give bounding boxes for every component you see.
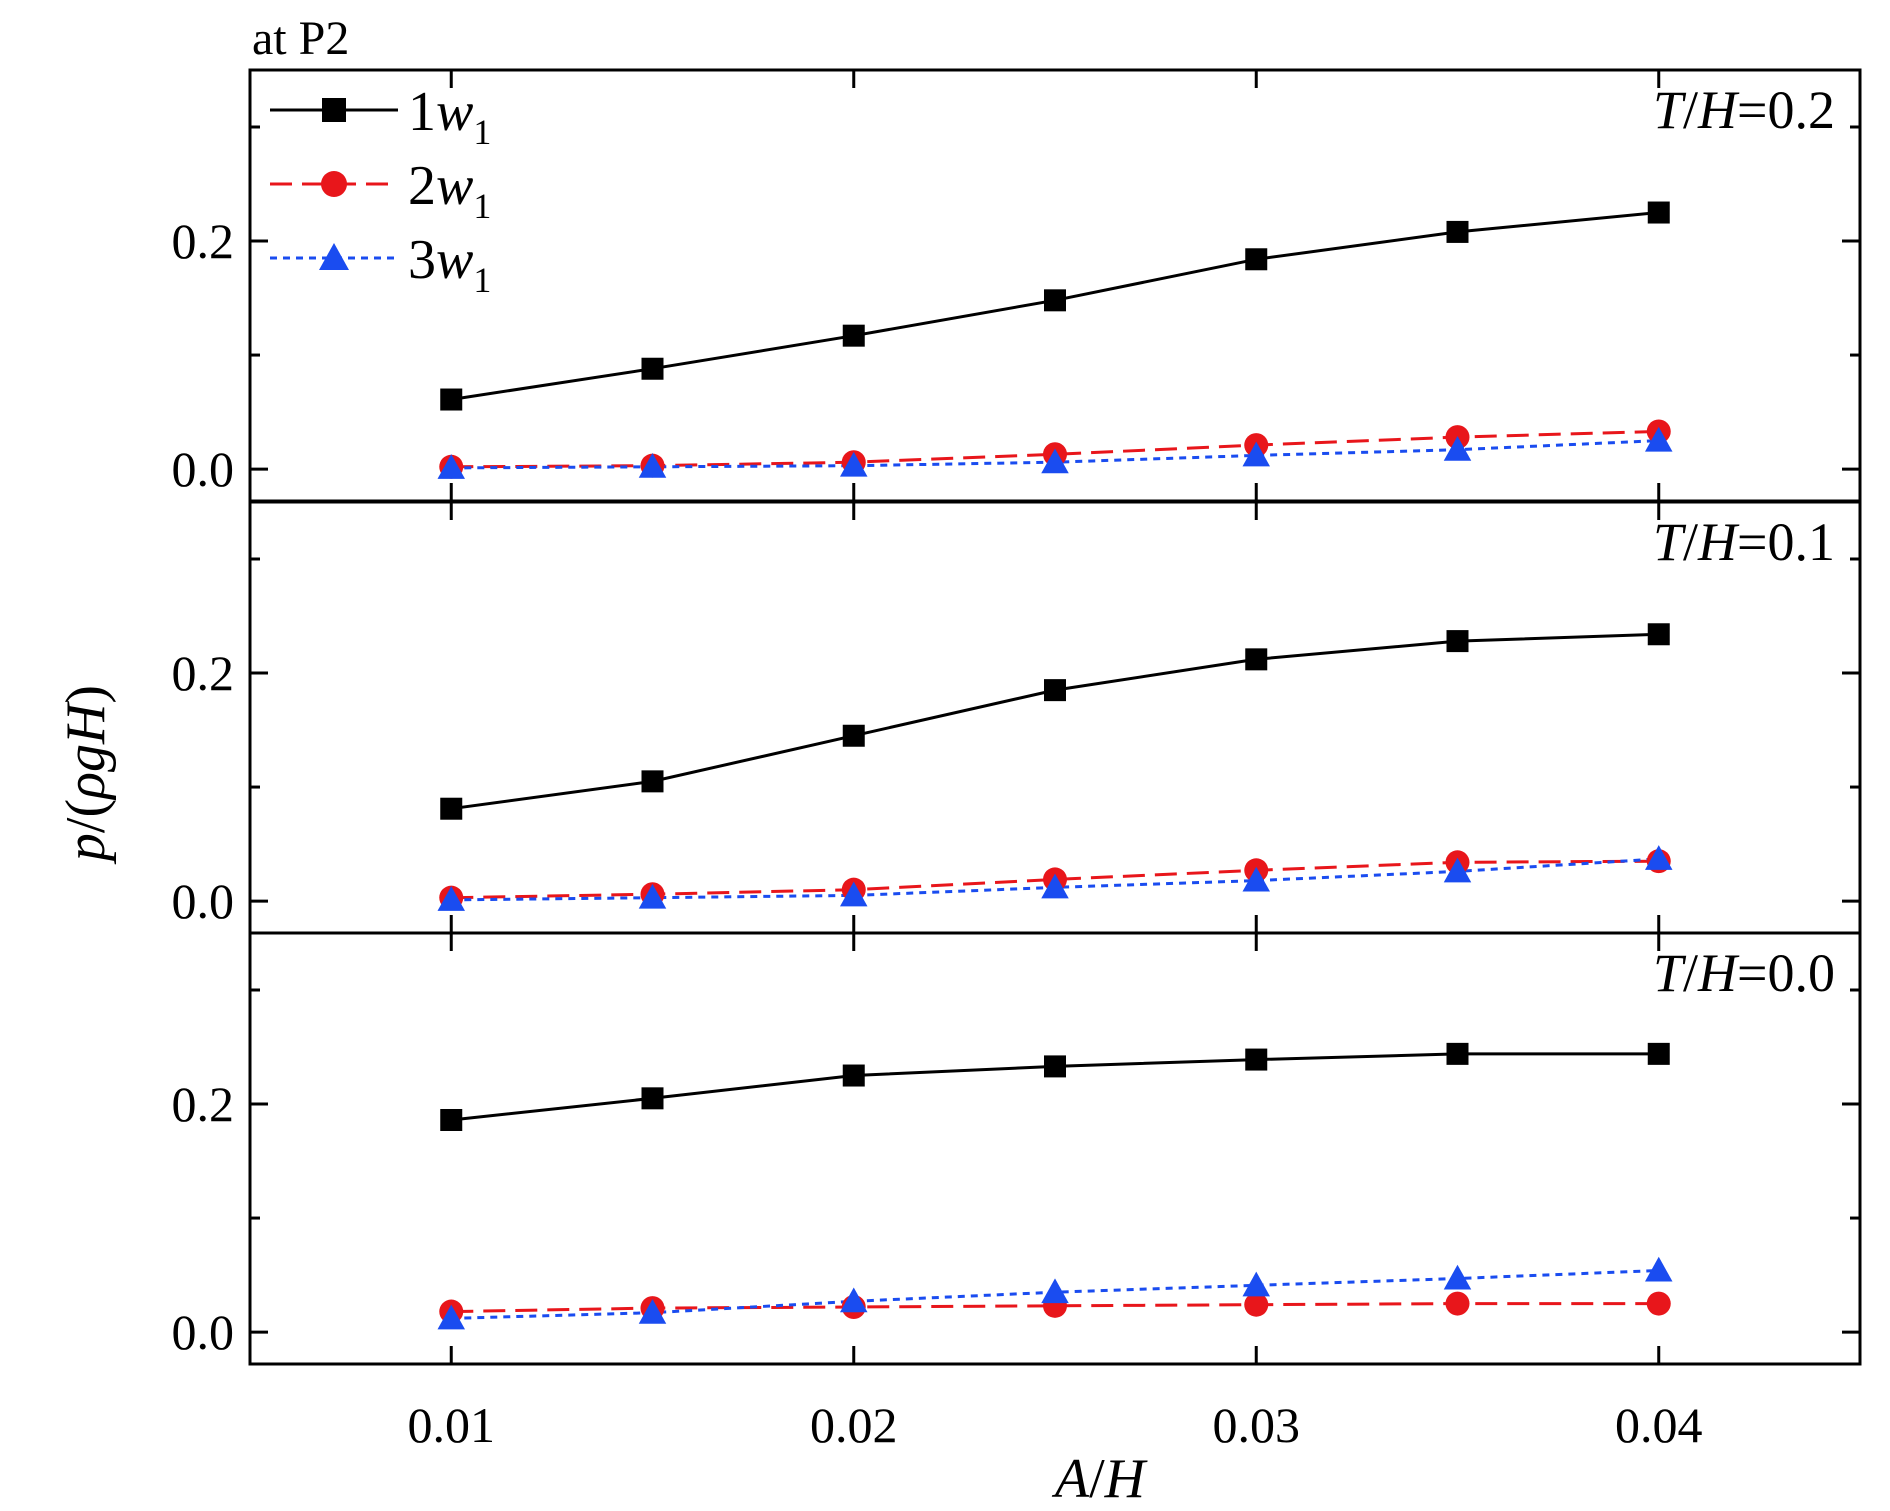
data-point [1244, 1292, 1269, 1317]
legend-label: 2w1 [408, 155, 491, 226]
data-point [440, 1108, 463, 1131]
data-point [1041, 873, 1069, 899]
legend-marker [322, 98, 346, 122]
y-tick-label: 0.0 [172, 441, 235, 497]
legend-marker [321, 171, 347, 197]
panel-1: 0.0 0.2 T/H=0.2 [172, 68, 1862, 503]
panels: 0.00.2T/H=0.20.00.2T/H=0.10.00.2T/H=0.00… [172, 68, 1862, 1453]
data-point [840, 1287, 868, 1313]
data-point [1647, 1042, 1670, 1065]
x-tick-label: 0.03 [1213, 1397, 1301, 1453]
data-point [842, 724, 865, 747]
data-point [1443, 1264, 1472, 1290]
data-point [1647, 201, 1670, 224]
y-tick-label: 0.2 [172, 213, 235, 269]
plot-frame [248, 68, 1862, 503]
data-point [1446, 1042, 1469, 1065]
y-tick-label: 0.2 [172, 1076, 235, 1132]
data-point [437, 1304, 465, 1330]
data-point [1242, 866, 1270, 892]
series-line [451, 632, 1659, 811]
panel-3: 0.0 0.2 T/H=0.0 [172, 931, 1862, 1366]
panel-annotation: T/H=0.0 [1653, 943, 1835, 1003]
legend-label: 1w1 [408, 81, 491, 152]
data-point [1645, 426, 1673, 452]
panel-annotation: T/H=0.2 [1653, 80, 1835, 140]
data-point [641, 357, 664, 380]
data-point [437, 454, 465, 479]
data-point [1245, 248, 1268, 271]
plot-frame [248, 931, 1862, 1366]
data-point [1443, 435, 1472, 461]
data-point [842, 324, 865, 347]
data-point [641, 770, 664, 793]
x-axis-label: A/H [1051, 1448, 1148, 1510]
y-tick-label: 0.0 [172, 873, 235, 929]
legend-label: 3w1 [408, 229, 491, 300]
data-point [1041, 1278, 1069, 1304]
x-tick-label: 0.04 [1615, 1397, 1703, 1453]
data-point [1446, 220, 1469, 243]
data-point [1445, 1291, 1470, 1316]
data-point [1245, 1048, 1268, 1071]
data-point [1044, 289, 1066, 312]
data-point [1646, 1291, 1671, 1316]
data-point [440, 388, 463, 411]
panel-2: 0.0 0.2 T/H=0.1 [172, 500, 1862, 935]
data-point [638, 453, 667, 478]
y-tick-label: 0.2 [172, 645, 235, 701]
data-point [1242, 441, 1270, 467]
data-point [1242, 1271, 1270, 1297]
data-point [840, 881, 868, 907]
data-point [1446, 630, 1469, 653]
data-point [638, 883, 667, 909]
x-tick-label: 0.01 [408, 1397, 496, 1453]
data-point [1044, 679, 1066, 702]
x-tick-label: 0.02 [810, 1397, 898, 1453]
data-point [1647, 623, 1670, 646]
data-point [842, 1064, 865, 1087]
data-point [1041, 448, 1069, 474]
top-label: at P2 [252, 12, 349, 65]
data-point [1044, 1055, 1066, 1078]
data-point [1245, 648, 1268, 671]
y-tick-label: 0.0 [172, 1304, 235, 1360]
data-point [1645, 1256, 1673, 1282]
data-point [638, 1298, 667, 1324]
data-point [641, 1087, 664, 1110]
panel-annotation: T/H=0.1 [1653, 512, 1835, 572]
data-point [437, 886, 465, 911]
data-point [440, 797, 463, 820]
legend-marker [319, 243, 349, 270]
y-axis-label: p/(ρgH) [55, 685, 117, 865]
data-point [1645, 845, 1673, 870]
data-point [1443, 857, 1472, 883]
data-point [840, 451, 868, 477]
